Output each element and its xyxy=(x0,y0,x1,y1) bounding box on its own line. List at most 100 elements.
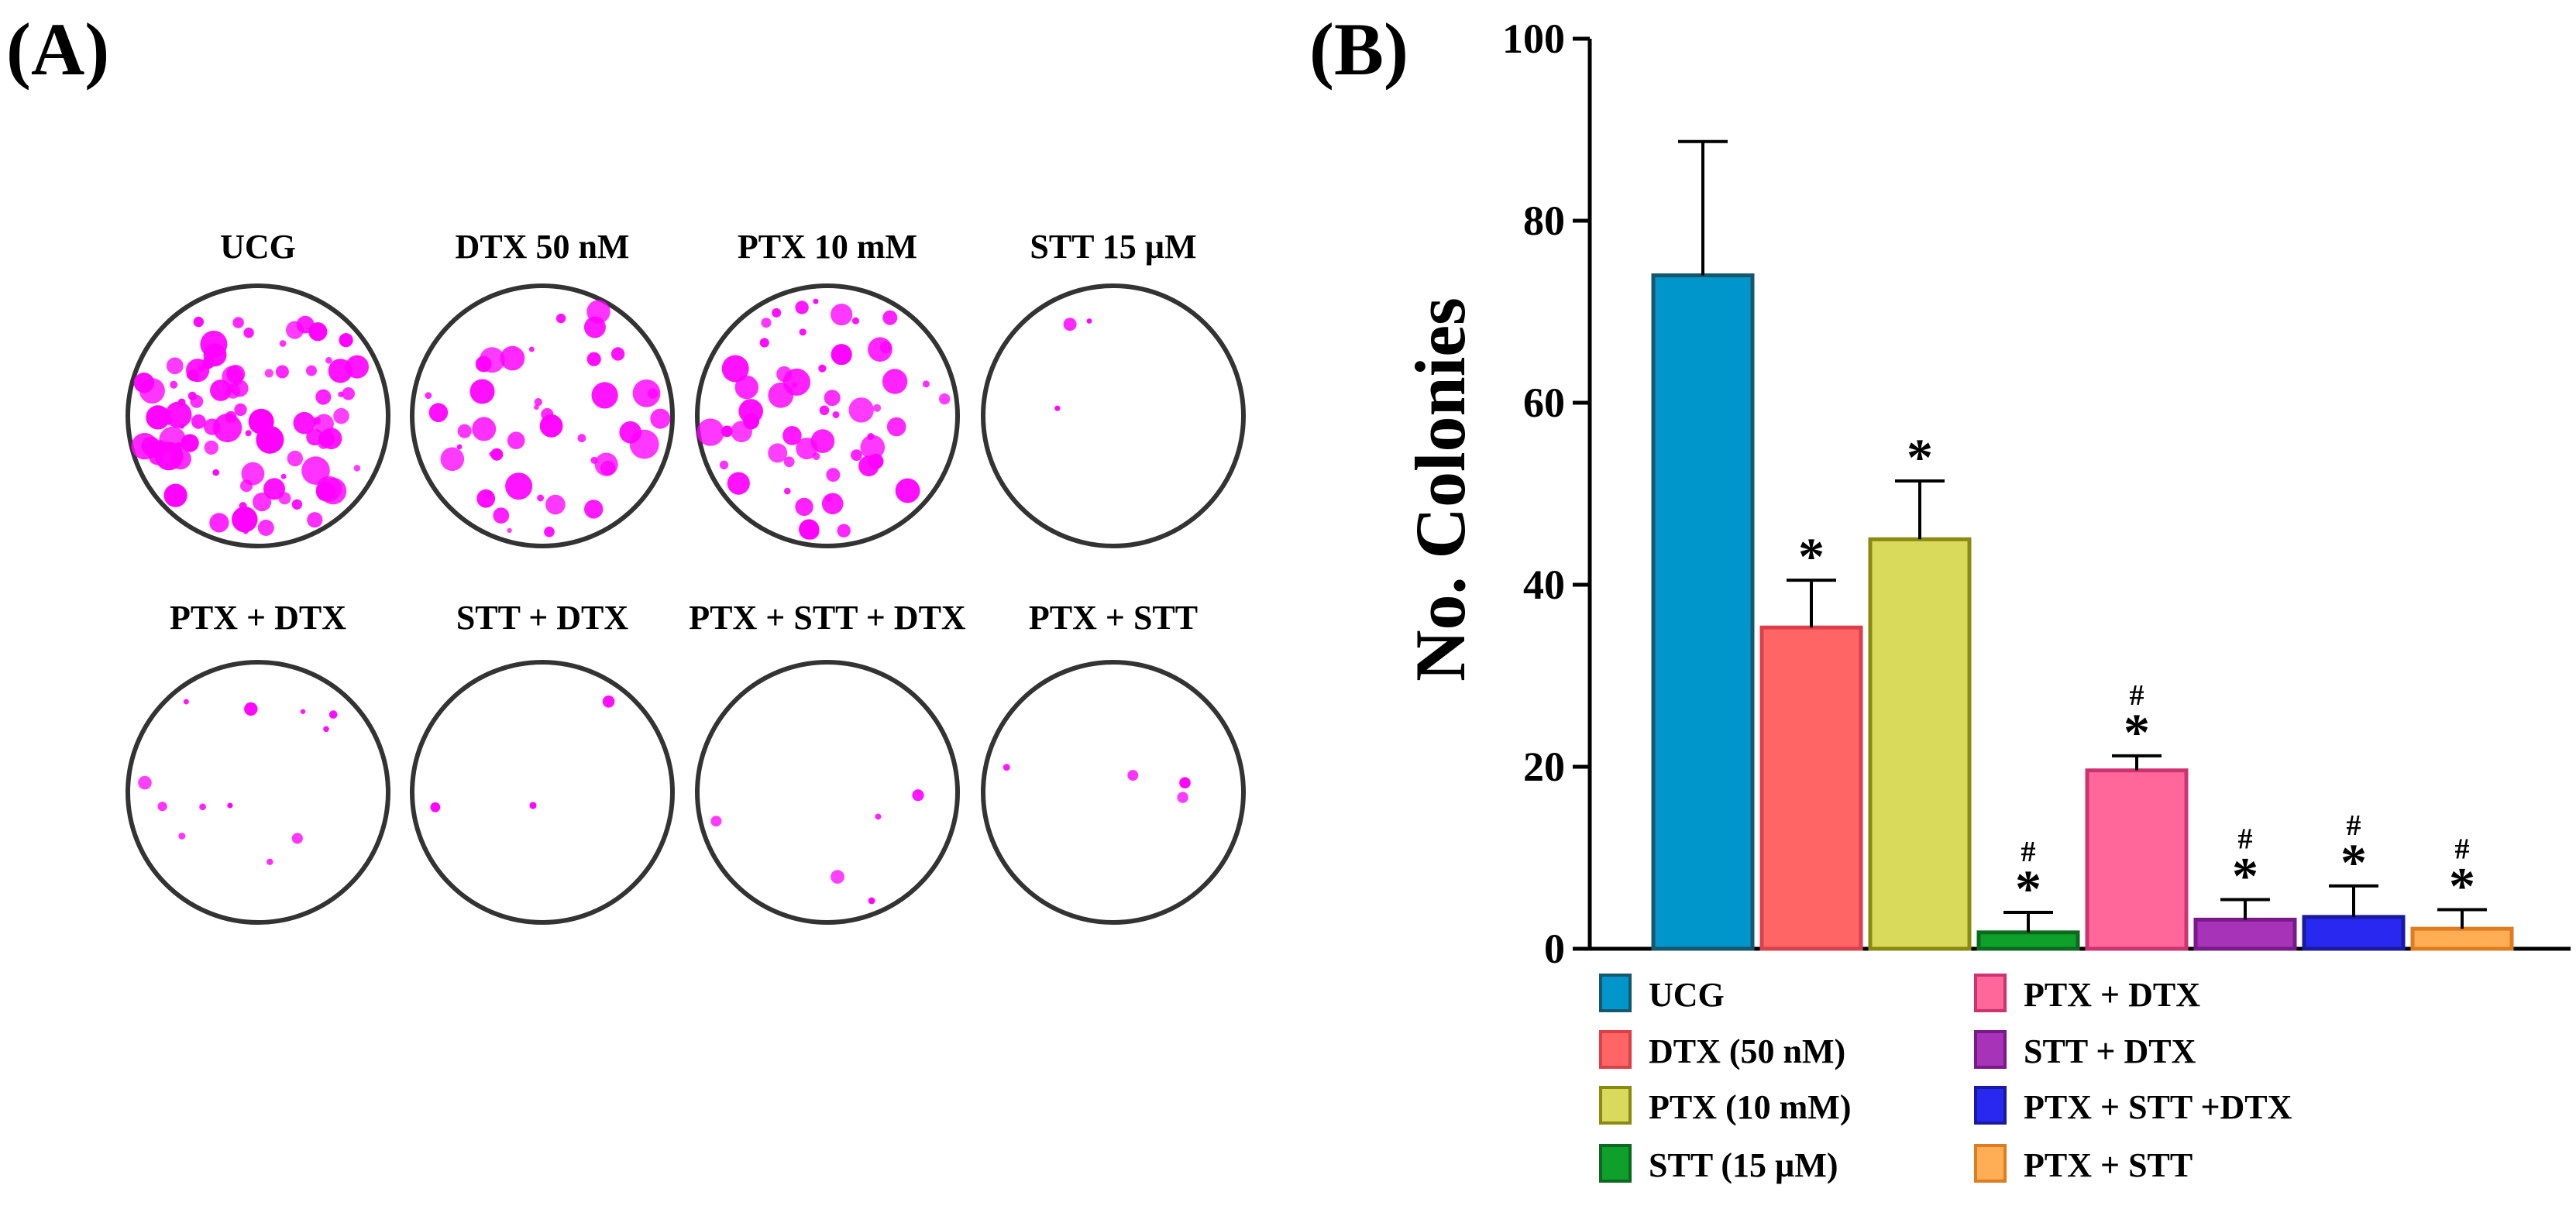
colony-dish-panel: UCG DTX 50 nM PTX 10 mM STT 15 µM PTX + DTX S… xyxy=(126,228,1246,925)
colony xyxy=(803,524,820,540)
colony xyxy=(875,813,882,820)
dish-ring xyxy=(410,660,675,925)
colony xyxy=(342,387,356,400)
dish-label: STT + DTX xyxy=(456,599,629,637)
legend-swatch xyxy=(1974,1086,2007,1125)
colony xyxy=(810,429,835,453)
colony xyxy=(591,382,618,409)
colony xyxy=(234,403,247,417)
dish-ring xyxy=(695,660,960,925)
colony xyxy=(500,345,525,371)
legend-label: STT + DTX xyxy=(2024,1032,2196,1070)
culture-dish xyxy=(695,283,960,548)
colony xyxy=(165,401,192,428)
colony xyxy=(776,366,793,383)
colony xyxy=(307,512,323,528)
colony xyxy=(848,397,874,423)
panel-a-label: (A) xyxy=(6,8,110,91)
colony xyxy=(813,298,819,304)
colony xyxy=(610,347,625,361)
dish-label: UCG xyxy=(220,228,296,266)
colony xyxy=(264,369,273,378)
y-tick-label: 20 xyxy=(1523,744,1565,790)
colony xyxy=(286,321,304,339)
colony xyxy=(263,478,285,500)
colony xyxy=(440,447,465,472)
colony xyxy=(541,407,554,421)
legend-label: DTX (50 nM) xyxy=(1649,1032,1845,1070)
colony xyxy=(170,380,178,389)
colony xyxy=(721,425,733,438)
significance-hash: # xyxy=(2347,809,2361,842)
colony xyxy=(328,710,338,719)
colony xyxy=(505,472,533,500)
colony xyxy=(253,493,272,512)
dish-label: PTX + DTX xyxy=(170,599,346,637)
colony xyxy=(178,833,186,840)
colony xyxy=(490,448,504,461)
colony xyxy=(629,429,659,459)
colony xyxy=(493,507,510,524)
significance-hash: # xyxy=(2455,833,2470,865)
colony xyxy=(291,833,303,844)
significance-star: * xyxy=(1798,527,1825,586)
dish-label: DTX 50 nM xyxy=(456,228,630,266)
colony xyxy=(768,382,794,408)
colony xyxy=(209,513,229,533)
colony xyxy=(476,489,496,508)
y-tick-label: 0 xyxy=(1544,926,1565,972)
colony xyxy=(1086,318,1092,324)
bar xyxy=(1651,273,1755,951)
legend-swatch xyxy=(1599,1030,1632,1069)
colony xyxy=(719,460,729,469)
significance-star: * xyxy=(2449,856,2475,915)
significance-star: * xyxy=(1907,428,1933,486)
significance-star: * xyxy=(2124,702,2150,761)
colony xyxy=(727,472,750,495)
colony xyxy=(602,696,615,708)
y-tick-label: 60 xyxy=(1523,380,1565,426)
colony xyxy=(240,479,253,493)
colony xyxy=(248,408,274,434)
bar xyxy=(2302,915,2406,951)
colony xyxy=(507,431,525,449)
colony xyxy=(193,316,204,328)
colony xyxy=(799,328,807,336)
colony xyxy=(183,699,189,705)
colony xyxy=(186,372,194,379)
legend-label: STT (15 µM) xyxy=(1649,1146,1838,1184)
significance-star: * xyxy=(2015,859,2041,918)
colony xyxy=(824,390,841,407)
colony xyxy=(428,403,449,422)
colony xyxy=(267,858,273,866)
culture-dish xyxy=(126,283,390,548)
colony xyxy=(469,379,495,404)
colony xyxy=(293,411,316,434)
dish-label: PTX 10 mM xyxy=(738,228,917,266)
colony xyxy=(425,392,432,400)
legend-label: PTX (10 mM) xyxy=(1649,1088,1852,1126)
colony xyxy=(818,364,827,373)
colony xyxy=(1003,764,1010,771)
colony xyxy=(783,456,795,468)
colony xyxy=(202,356,215,369)
legend-swatch xyxy=(1974,974,2007,1012)
culture-dish xyxy=(695,660,960,925)
colony xyxy=(1063,318,1077,331)
colony xyxy=(710,816,722,827)
colony xyxy=(507,527,512,534)
colony xyxy=(555,313,566,324)
colony xyxy=(239,502,247,510)
dish-ring xyxy=(981,660,1246,925)
bar xyxy=(2410,926,2514,951)
colony xyxy=(882,310,898,325)
colony xyxy=(232,507,258,533)
colony xyxy=(868,897,875,905)
colony xyxy=(430,802,441,812)
colony xyxy=(313,417,321,425)
culture-dish xyxy=(126,660,390,925)
culture-dish xyxy=(981,660,1246,925)
colony xyxy=(912,789,924,802)
colony xyxy=(198,365,205,373)
colony xyxy=(308,322,328,342)
